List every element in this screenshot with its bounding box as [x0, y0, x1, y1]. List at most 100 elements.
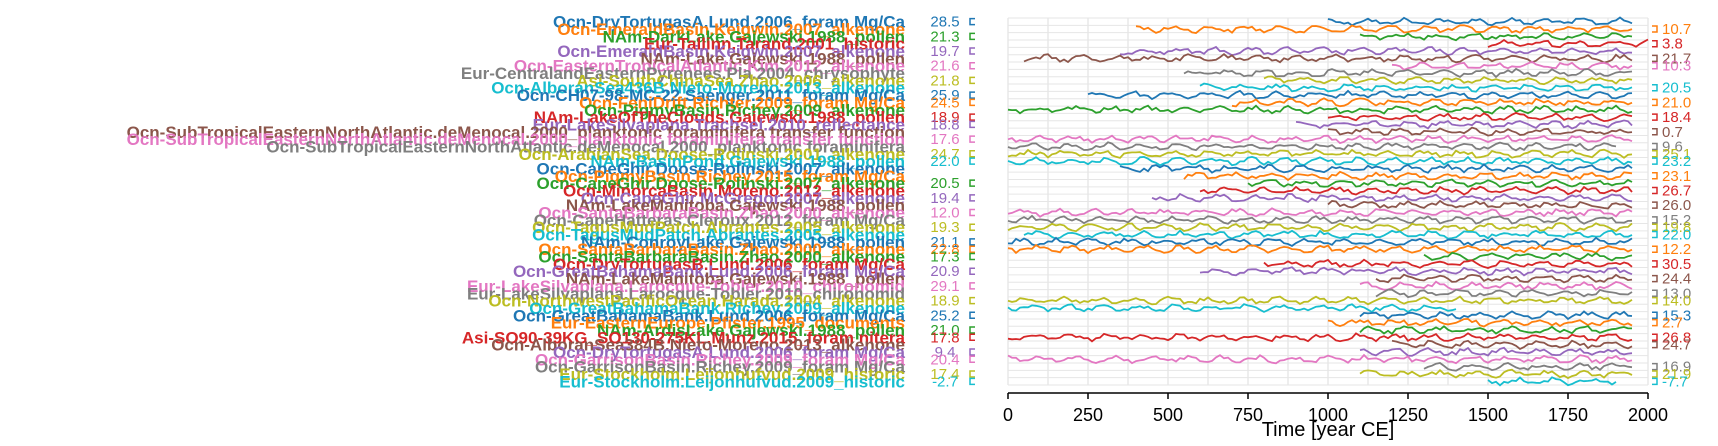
series-name-label: Ocn-SantaBarbaraBasin.Zhao.2000_alkenone: [538, 240, 905, 259]
right-tick-bracket: [1652, 216, 1658, 224]
series-name-label: Ocn-GreatBahamaBank.Richey.2009_alkenone: [529, 299, 905, 318]
right-tick-bracket: [1652, 260, 1658, 268]
series-name-label: Asi-SO90-39KG_SO130-275KL.Munz.2015_fora…: [462, 328, 906, 347]
x-tick-label: 0: [1003, 405, 1013, 425]
left-tick-bracket: [969, 370, 975, 378]
left-tick-label: -2.7: [932, 373, 958, 390]
series-name-label: Ocn-CapeGhir.Doose-Rolinski.2007_alkenon…: [537, 174, 905, 193]
left-tick-bracket: [969, 157, 975, 165]
left-tick-bracket: [969, 61, 975, 70]
series-name-label: Eur-LakeSilvaplana.Larocque-Tobler.2010_…: [467, 284, 905, 303]
series-line: [1119, 163, 1633, 174]
series-line: [1359, 280, 1633, 291]
series-name-label: NAm-ArdisLake.Gajewski.1988_pollen: [597, 321, 905, 340]
right-tick-label: 21.9: [1662, 366, 1691, 383]
series-line: [1359, 368, 1633, 380]
x-axis-label: Time [year CE]: [1262, 419, 1395, 441]
right-tick-label: 10.3: [1662, 58, 1691, 75]
right-tick-bracket: [1652, 128, 1658, 136]
series-name-label: Eur-LakeSilvaplana.Larocque-Tobler.2010_…: [467, 277, 905, 296]
left-tick-label: 17.8: [930, 329, 959, 346]
left-tick-bracket: [969, 348, 975, 356]
right-value-ticks: 10.73.821.710.320.521.018.40.79.625.123.…: [1652, 21, 1691, 390]
right-tick-label: 3.8: [1662, 36, 1683, 53]
x-tick-label: 1000: [1308, 405, 1348, 425]
right-tick-label: 19.8: [1662, 219, 1691, 236]
series-name-label: Eur-Stockholm.Leijonhufvud.2009_historic: [559, 365, 905, 384]
series-name-label: Ocn-EasternTropicalAtlantic.Kim.2012_alk…: [514, 57, 905, 76]
series-line: [1359, 325, 1632, 336]
right-tick-bracket: [1652, 39, 1658, 48]
right-tick-bracket: [1652, 98, 1658, 107]
left-tick-bracket: [969, 76, 975, 85]
series-line: [1007, 207, 1633, 218]
right-tick-bracket: [1652, 370, 1658, 378]
left-tick-label: 21.6: [930, 58, 959, 75]
right-tick-bracket: [1652, 54, 1658, 63]
series-name-label: Eur-Stockholm.Leijonhufvud.2009_historic: [559, 372, 905, 391]
series-name-label: NAm-Lake.Gajewski.1988_pollen: [640, 49, 905, 68]
left-tick-label: 19.7: [930, 43, 959, 60]
series-line: [1327, 111, 1633, 123]
right-tick-label: 20.5: [1662, 80, 1691, 97]
series-line: [1423, 251, 1633, 262]
series-name-label: Eur-EasternEurope.Pfister.1995_documents: [551, 314, 905, 333]
series-line: [1263, 258, 1633, 269]
right-tick-label: 26.0: [1662, 197, 1691, 214]
series-line: [1391, 60, 1633, 71]
left-tick-bracket: [969, 120, 975, 129]
left-value-ticks: 28.521.319.721.621.825.924.518.918.817.6…: [930, 14, 975, 390]
series-name-label: Ocn-CH07-98-MC-22.Saenger.2011_foram Mg/…: [517, 86, 906, 105]
series-line: [1327, 16, 1633, 27]
series-line: [1487, 376, 1617, 387]
series-name-label: Ocn-GreatBahamaBank.Lund.2006_foram Mg/C…: [513, 306, 906, 325]
left-tick-bracket: [969, 252, 975, 261]
left-tick-bracket: [969, 32, 975, 41]
left-tick-label: 22.8: [930, 241, 959, 258]
series-name-label: Ocn-EmeraldBasin.Keigwin.2007_alkenone: [557, 42, 905, 61]
right-tick-label: 23.2: [1662, 153, 1691, 170]
right-tick-bracket: [1652, 83, 1658, 92]
series-name-label: NAm-LakeManitoba.Gajewski.1988_pollen: [566, 270, 905, 289]
series-line: [1151, 192, 1633, 204]
left-tick-bracket: [969, 326, 975, 334]
right-tick-label: 25.1: [1662, 146, 1691, 163]
series-name-label: Ocn-EmeraldBasin.Keigwin.2007_alkenone: [557, 20, 905, 39]
series-line: [1231, 97, 1633, 108]
left-tick-label: 20.9: [930, 263, 959, 280]
right-tick-label: 15.2: [1662, 212, 1691, 229]
right-tick-bracket: [1652, 245, 1658, 253]
series-line: [1023, 229, 1633, 240]
series-name-label: Ocn-NorthwestPacificOcean.Harada.2004_al…: [488, 292, 905, 311]
right-tick-label: 16.9: [1662, 359, 1691, 376]
series-line: [1359, 32, 1633, 42]
left-tick-label: 24.7: [930, 146, 959, 163]
series-line: [1119, 45, 1633, 57]
series-name-label: Ocn-CapeHatteras.Cleroux.2012_foram Mg/C…: [534, 211, 906, 230]
series-name-label: Ocn-MinorcaBasin.Moreno.2012_alkenone: [563, 181, 905, 200]
right-tick-label: 26.7: [1662, 182, 1691, 199]
right-tick-bracket: [1652, 362, 1658, 371]
right-tick-label: 2.7: [1662, 315, 1683, 332]
right-tick-label: 21.0: [1662, 94, 1691, 111]
left-tick-label: 18.9: [930, 109, 959, 126]
right-tick-bracket: [1652, 377, 1658, 386]
series-line: [1327, 126, 1633, 137]
left-tick-bracket: [969, 208, 975, 217]
right-tick-bracket: [1652, 157, 1658, 165]
right-tick-bracket: [1652, 223, 1658, 231]
series-line: [1327, 317, 1633, 328]
left-tick-label: 17.6: [930, 131, 959, 148]
left-tick-bracket: [969, 238, 975, 246]
series-line: [1423, 362, 1633, 372]
right-tick-label: 22.0: [1662, 227, 1691, 244]
left-tick-label: 20.4: [930, 351, 959, 368]
series-line: [1375, 273, 1633, 284]
series-line: [1007, 222, 1633, 233]
right-tick-label: -7.7: [1662, 373, 1688, 390]
series-line: [1135, 24, 1633, 34]
left-tick-label: 21.0: [930, 322, 959, 339]
left-tick-label: 18.9: [930, 293, 959, 310]
series-line: [1007, 214, 1633, 225]
